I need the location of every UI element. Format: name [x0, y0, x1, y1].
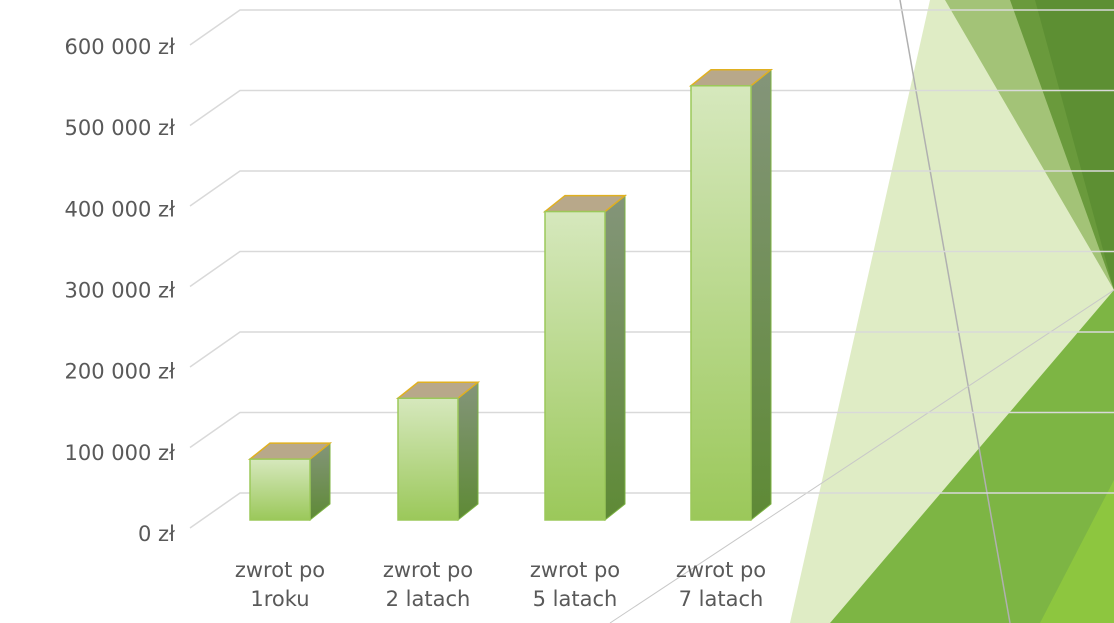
x-tick-label: zwrot po 5 latach: [500, 556, 650, 614]
x-tick-label: zwrot po 2 latach: [353, 556, 503, 614]
decoration: [610, 0, 1114, 623]
bar-side: [751, 70, 771, 520]
bar: [398, 398, 458, 520]
x-tick-label: zwrot po 7 latach: [646, 556, 796, 614]
bar: [250, 459, 310, 520]
bar-side: [605, 196, 625, 520]
y-tick-label: 300 000 zł: [64, 279, 175, 303]
y-tick-label: 200 000 zł: [64, 360, 175, 384]
y-tick-label: 400 000 zł: [64, 197, 175, 221]
y-tick-label: 100 000 zł: [64, 441, 175, 465]
page: 0 zł 100 000 zł 200 000 zł 300 000 zł 400 00…: [0, 0, 1114, 623]
bar: [691, 86, 751, 520]
bar: [545, 212, 605, 520]
y-tick-label: 600 000 zł: [64, 35, 175, 59]
chart: 0 zł 100 000 zł 200 000 zł 300 000 zł 400 00…: [0, 0, 1114, 623]
x-tick-label: zwrot po 1roku: [205, 556, 355, 614]
y-tick-label: 0 zł: [138, 522, 175, 546]
y-tick-label: 500 000 zł: [64, 116, 175, 140]
bar-side: [458, 382, 478, 520]
